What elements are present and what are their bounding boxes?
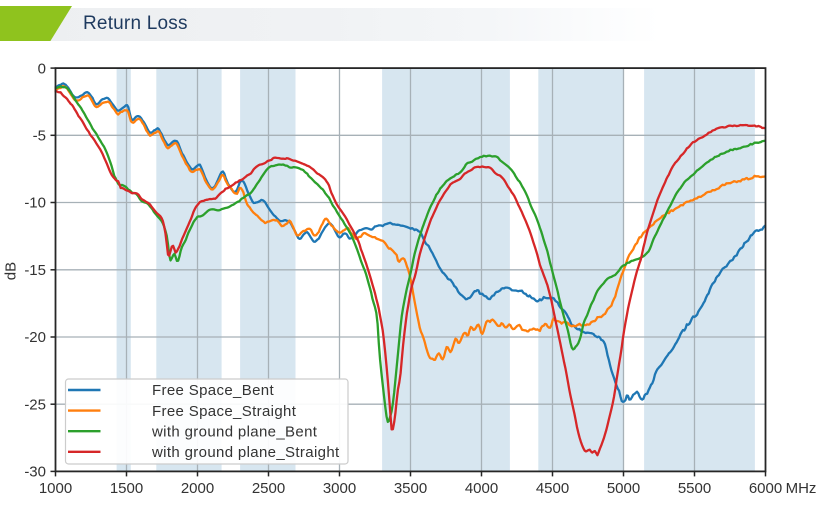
svg-text:3000: 3000 — [323, 480, 356, 497]
svg-text:MHz: MHz — [786, 480, 817, 497]
svg-text:dB: dB — [3, 262, 20, 280]
svg-text:-5: -5 — [33, 128, 46, 145]
svg-text:with ground plane_Bent: with ground plane_Bent — [151, 423, 318, 440]
svg-text:3500: 3500 — [394, 480, 427, 497]
svg-text:with ground plane_Straight: with ground plane_Straight — [151, 444, 340, 461]
svg-text:4500: 4500 — [536, 480, 569, 497]
svg-text:2500: 2500 — [252, 480, 285, 497]
svg-text:Free Space_Straight: Free Space_Straight — [152, 403, 297, 420]
svg-text:1000: 1000 — [39, 480, 72, 497]
svg-text:-15: -15 — [24, 262, 46, 279]
svg-text:-25: -25 — [24, 396, 46, 413]
svg-text:0: 0 — [38, 60, 46, 77]
svg-text:2000: 2000 — [181, 480, 214, 497]
svg-text:5000: 5000 — [607, 480, 640, 497]
svg-text:6000: 6000 — [749, 480, 782, 497]
svg-text:1500: 1500 — [110, 480, 143, 497]
svg-text:Free Space_Bent: Free Space_Bent — [152, 382, 274, 399]
svg-text:5500: 5500 — [678, 480, 711, 497]
svg-text:-20: -20 — [24, 329, 46, 346]
svg-text:-30: -30 — [24, 464, 46, 481]
svg-text:-10: -10 — [24, 195, 46, 212]
svg-text:4000: 4000 — [465, 480, 498, 497]
